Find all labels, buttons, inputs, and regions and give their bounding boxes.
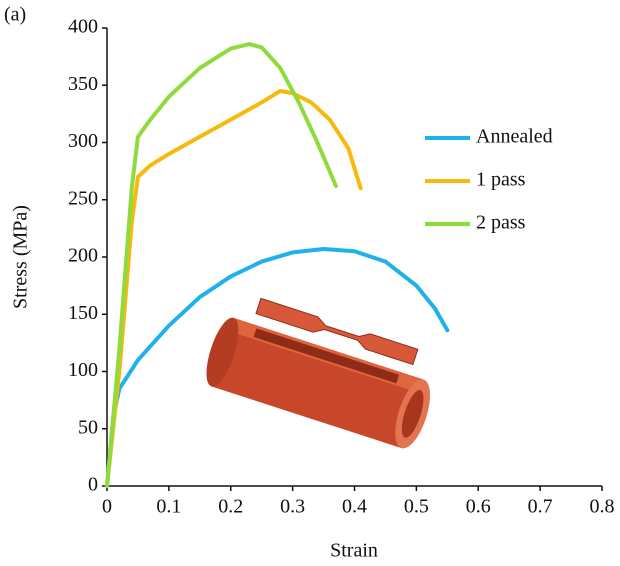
panel-label: (a) xyxy=(4,4,26,26)
y-tick-label: 350 xyxy=(68,73,98,95)
series-line xyxy=(105,88,363,488)
inset-specimen xyxy=(206,297,430,449)
y-tick-label: 250 xyxy=(68,187,98,209)
y-tick-label: 150 xyxy=(68,302,98,324)
series-line xyxy=(105,42,338,488)
x-tick-label: 0.6 xyxy=(466,496,491,518)
x-tick-label: 0.1 xyxy=(156,496,181,518)
x-tick-label: 0.8 xyxy=(590,496,615,518)
legend-label: Annealed xyxy=(476,126,553,148)
y-tick-label: 50 xyxy=(78,416,98,438)
x-axis-label: Strain xyxy=(330,540,378,562)
x-tick-label: 0 xyxy=(102,496,112,518)
legend-label: 2 pass xyxy=(476,212,526,234)
x-tick-label: 0.7 xyxy=(528,496,553,518)
y-tick-label: 400 xyxy=(68,16,98,38)
series-line xyxy=(105,246,450,488)
x-tick-label: 0.4 xyxy=(342,496,367,518)
y-axis-label: Stress (MPa) xyxy=(10,205,32,309)
y-tick-label: 0 xyxy=(88,474,98,496)
x-tick-label: 0.2 xyxy=(218,496,243,518)
x-tick-label: 0.5 xyxy=(404,496,429,518)
y-tick-label: 200 xyxy=(68,245,98,267)
legend-label: 1 pass xyxy=(476,169,526,191)
y-tick-label: 300 xyxy=(68,130,98,152)
y-tick-label: 100 xyxy=(68,359,98,381)
x-tick-label: 0.3 xyxy=(280,496,305,518)
